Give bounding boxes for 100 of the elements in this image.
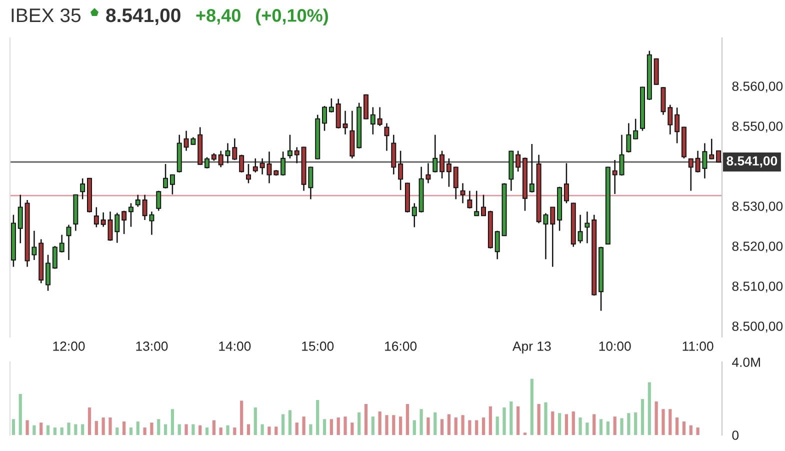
x-tick-label: 10:00: [599, 342, 631, 351]
bar: [198, 425, 202, 435]
candlestick: [364, 94, 368, 120]
bar: [385, 415, 388, 435]
bar: [516, 406, 520, 435]
bar: [592, 414, 596, 435]
candlestick: [377, 106, 382, 127]
bar: [344, 416, 347, 435]
bar: [378, 411, 382, 435]
y-tick-label: 8.530,00: [732, 202, 783, 212]
bar: [81, 424, 84, 435]
candlestick: [384, 122, 390, 152]
bar: [420, 409, 423, 435]
bar: [108, 417, 112, 435]
bar: [53, 428, 56, 435]
bar: [322, 419, 326, 435]
candlestick: [481, 194, 486, 217]
candlestick: [516, 150, 521, 172]
bar: [219, 428, 222, 435]
bar: [426, 417, 430, 435]
bar: [12, 419, 16, 435]
bar: [412, 420, 416, 435]
bar: [32, 425, 36, 435]
bar: [461, 415, 464, 435]
bar: [682, 421, 686, 435]
bar: [586, 422, 589, 435]
y-tick-label: 8.520,00: [732, 242, 783, 252]
bar: [246, 424, 250, 435]
y-tick-label: 8.560,00: [732, 82, 783, 92]
candlestick: [342, 110, 348, 136]
candlestick: [467, 190, 472, 210]
bar: [170, 409, 174, 435]
bar: [510, 401, 513, 435]
bar: [662, 409, 665, 435]
candlestick: [626, 122, 632, 154]
y-tick-label: 4.0M: [732, 358, 760, 367]
bar: [122, 421, 126, 435]
bar: [281, 414, 285, 435]
x-tick-label: 16:00: [385, 342, 417, 351]
bar: [240, 400, 244, 435]
candlestick: [336, 98, 341, 130]
candlestick: [633, 118, 638, 140]
bar: [689, 425, 692, 435]
candlestick: [94, 206, 99, 228]
bar: [620, 418, 624, 435]
candlestick: [668, 104, 673, 136]
bar: [676, 417, 679, 435]
candlestick: [432, 134, 438, 174]
candlestick: [660, 86, 666, 116]
candlestick: [453, 166, 458, 200]
bar: [696, 428, 700, 435]
bar: [336, 417, 340, 435]
bar: [260, 424, 264, 435]
candlestick: [239, 154, 244, 174]
candlestick: [398, 150, 404, 191]
candlestick: [232, 138, 238, 161]
candlestick: [494, 230, 500, 260]
bar: [544, 402, 548, 435]
candlestick: [328, 98, 334, 114]
candlestick: [440, 150, 445, 180]
x-tick-label: 15:00: [302, 342, 334, 351]
ref-line-label: 8.541,00: [726, 156, 778, 168]
x-tick-label: 14:00: [219, 342, 251, 351]
bar: [274, 426, 278, 435]
bar: [434, 412, 437, 435]
bar: [212, 420, 216, 435]
bar: [654, 401, 658, 435]
x-tick-label: 11:00: [682, 342, 714, 351]
bar: [634, 412, 638, 435]
candlestick: [412, 202, 417, 228]
candlestick: [612, 159, 618, 195]
candlestick: [170, 174, 175, 196]
bar: [129, 428, 133, 435]
candlestick: [674, 106, 680, 144]
bar: [178, 424, 181, 435]
candlestick: [80, 178, 86, 200]
bar: [668, 409, 672, 435]
bar: [475, 420, 478, 435]
candlestick: [322, 105, 328, 132]
candlestick: [619, 134, 624, 176]
bar: [254, 407, 257, 435]
candlestick: [550, 206, 556, 268]
candlestick: [122, 210, 127, 235]
bar: [102, 417, 105, 435]
candlestick: [66, 224, 72, 261]
bar: [205, 428, 209, 435]
candlestick: [18, 194, 23, 244]
bar: [406, 404, 410, 435]
candlestick: [156, 190, 162, 212]
bar: [454, 417, 458, 435]
bar: [613, 416, 616, 435]
bar: [468, 420, 472, 435]
candlestick: [294, 146, 300, 164]
bar: [447, 414, 451, 435]
bar: [192, 424, 195, 435]
text: (+0,10%): [256, 8, 328, 26]
bar: [399, 416, 402, 435]
bar: [295, 422, 298, 435]
text: +8,40: [196, 9, 240, 24]
candlestick: [163, 163, 168, 190]
